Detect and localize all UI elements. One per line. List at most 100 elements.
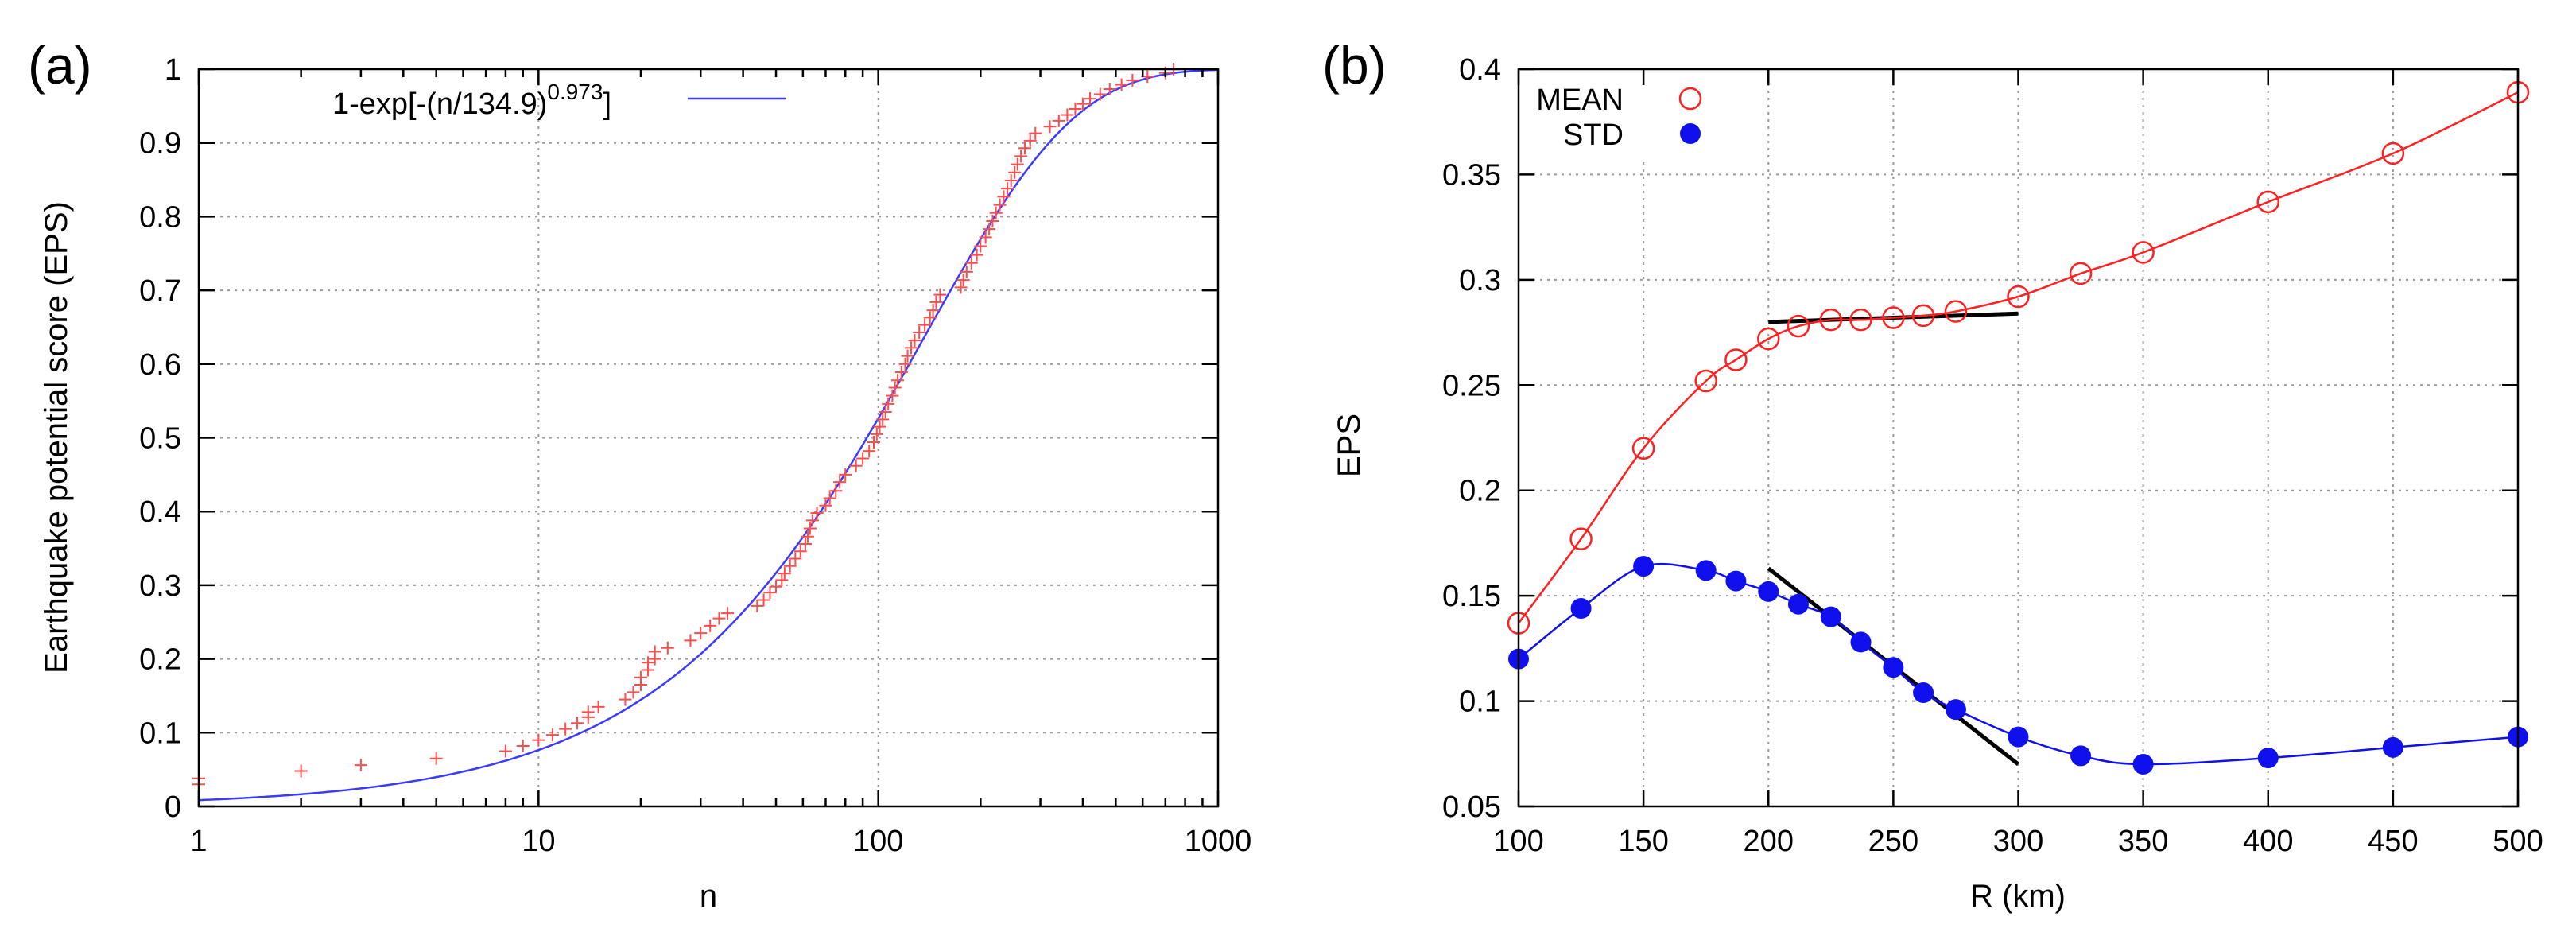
panel-b-x-axis-label: R (km)	[1970, 879, 2066, 914]
b-y-tick-label: 0.2	[1459, 475, 1501, 508]
panel-a-x-axis-label: n	[700, 879, 717, 914]
b-point-mean	[1882, 306, 1905, 329]
a-data-point	[294, 764, 308, 778]
a-data-point	[933, 288, 947, 301]
a-data-point	[819, 499, 832, 512]
b-point-mean	[1724, 348, 1748, 371]
b-y-tick-label: 0.05	[1442, 790, 1501, 824]
a-data-point	[793, 545, 807, 558]
a-data-point	[1115, 78, 1128, 91]
a-data-point	[619, 693, 632, 706]
a-x-tick-label: 1	[190, 825, 207, 858]
legend-fit-exponent: 0.973	[547, 80, 603, 104]
a-x-tick-label: 10	[522, 825, 555, 858]
b-x-tick-label: 450	[2368, 825, 2418, 858]
a-data-point	[789, 552, 802, 565]
a-data-point	[1084, 92, 1096, 106]
panel-b-legend-background	[1518, 70, 1677, 159]
a-data-point	[863, 445, 876, 458]
b-point-std	[2008, 726, 2029, 748]
a-data-point	[870, 427, 883, 441]
a-data-point	[974, 239, 987, 253]
a-data-point	[783, 559, 797, 573]
a-data-point	[805, 514, 819, 527]
b-point-std	[1820, 606, 1841, 627]
a-data-point	[1029, 126, 1042, 140]
a-data-point	[873, 420, 886, 433]
a-data-point	[997, 190, 1011, 204]
a-data-point	[763, 586, 777, 600]
b-point-mean	[1849, 308, 1872, 332]
b-point-mean	[1569, 527, 1593, 550]
a-data-point	[954, 281, 968, 294]
a-data-point	[684, 634, 697, 647]
b-point-mean	[2256, 190, 2279, 214]
b-x-tick-label: 500	[2493, 825, 2543, 858]
a-data-point	[856, 452, 870, 465]
b-point-std	[1913, 682, 1934, 703]
a-y-tick-label: 0.2	[139, 643, 181, 677]
a-data-point	[898, 357, 912, 371]
legend-fit-label: 1-exp[-(n/134.9)0.973]	[332, 80, 611, 121]
b-y-tick-label: 0.1	[1459, 686, 1501, 719]
b-x-tick-label: 150	[1618, 825, 1668, 858]
b-x-tick-label: 400	[2243, 825, 2293, 858]
a-data-point	[1023, 134, 1037, 147]
a-data-point	[979, 231, 992, 244]
a-data-point	[757, 593, 770, 607]
a-data-point	[712, 612, 726, 625]
a-data-point	[1014, 150, 1028, 163]
a-data-point	[960, 265, 973, 278]
b-point-std	[1787, 593, 1809, 615]
a-y-tick-label: 0.5	[139, 422, 181, 456]
a-data-point	[1004, 173, 1018, 187]
a-data-point	[901, 349, 914, 363]
a-data-point	[559, 722, 572, 736]
panel-b: (b) 100 150 200 250 300 350 400 450 500 0.05 0.1 0.…	[1322, 36, 2543, 914]
a-y-tick-label: 0.6	[139, 348, 181, 382]
b-y-tick-label: 0.4	[1459, 53, 1501, 87]
a-data-point	[882, 397, 895, 410]
a-data-point	[532, 733, 545, 747]
a-data-point	[429, 752, 443, 765]
a-x-tick-label: 1000	[1185, 825, 1252, 858]
b-x-tick-label: 200	[1744, 825, 1794, 858]
panel-b-y-axis-label: EPS	[1332, 414, 1367, 477]
a-x-tick-label: 100	[853, 825, 903, 858]
a-data-point	[721, 607, 735, 620]
a-data-point	[970, 248, 983, 262]
b-y-tick-label: 0.3	[1459, 264, 1501, 297]
a-data-point	[918, 318, 932, 332]
a-data-point	[798, 537, 812, 550]
b-point-mean	[1911, 304, 1935, 328]
b-point-std	[2132, 754, 2154, 775]
a-data-point	[1069, 103, 1082, 116]
a-data-point	[1043, 120, 1057, 134]
a-data-point	[879, 406, 892, 419]
panel-a-label: (a)	[28, 36, 92, 95]
panel-a-y-axis-label: Earthquake potential score (EPS)	[39, 201, 74, 674]
b-point-std	[2257, 748, 2279, 769]
b-x-tick-label: 250	[1868, 825, 1918, 858]
a-y-tick-label: 0.4	[139, 495, 181, 529]
a-data-point	[648, 645, 661, 658]
a-data-point	[775, 573, 789, 587]
legend-std-marker	[1680, 123, 1701, 144]
a-data-point	[1076, 97, 1089, 111]
a-data-point	[642, 656, 655, 670]
a-data-point	[823, 491, 836, 505]
a-data-point	[1126, 73, 1139, 87]
a-data-point	[1103, 83, 1116, 96]
a-data-point	[905, 341, 918, 355]
a-data-point	[913, 325, 926, 339]
a-data-point	[956, 274, 970, 287]
a-data-point	[989, 206, 1003, 219]
legend-mean-marker	[1678, 87, 1702, 111]
a-data-point	[1018, 142, 1031, 155]
a-data-point	[1001, 182, 1014, 196]
a-data-point	[849, 459, 863, 472]
a-data-point	[923, 311, 937, 324]
a-data-point	[890, 374, 904, 387]
a-data-point	[704, 619, 717, 632]
a-data-point	[993, 198, 1007, 212]
